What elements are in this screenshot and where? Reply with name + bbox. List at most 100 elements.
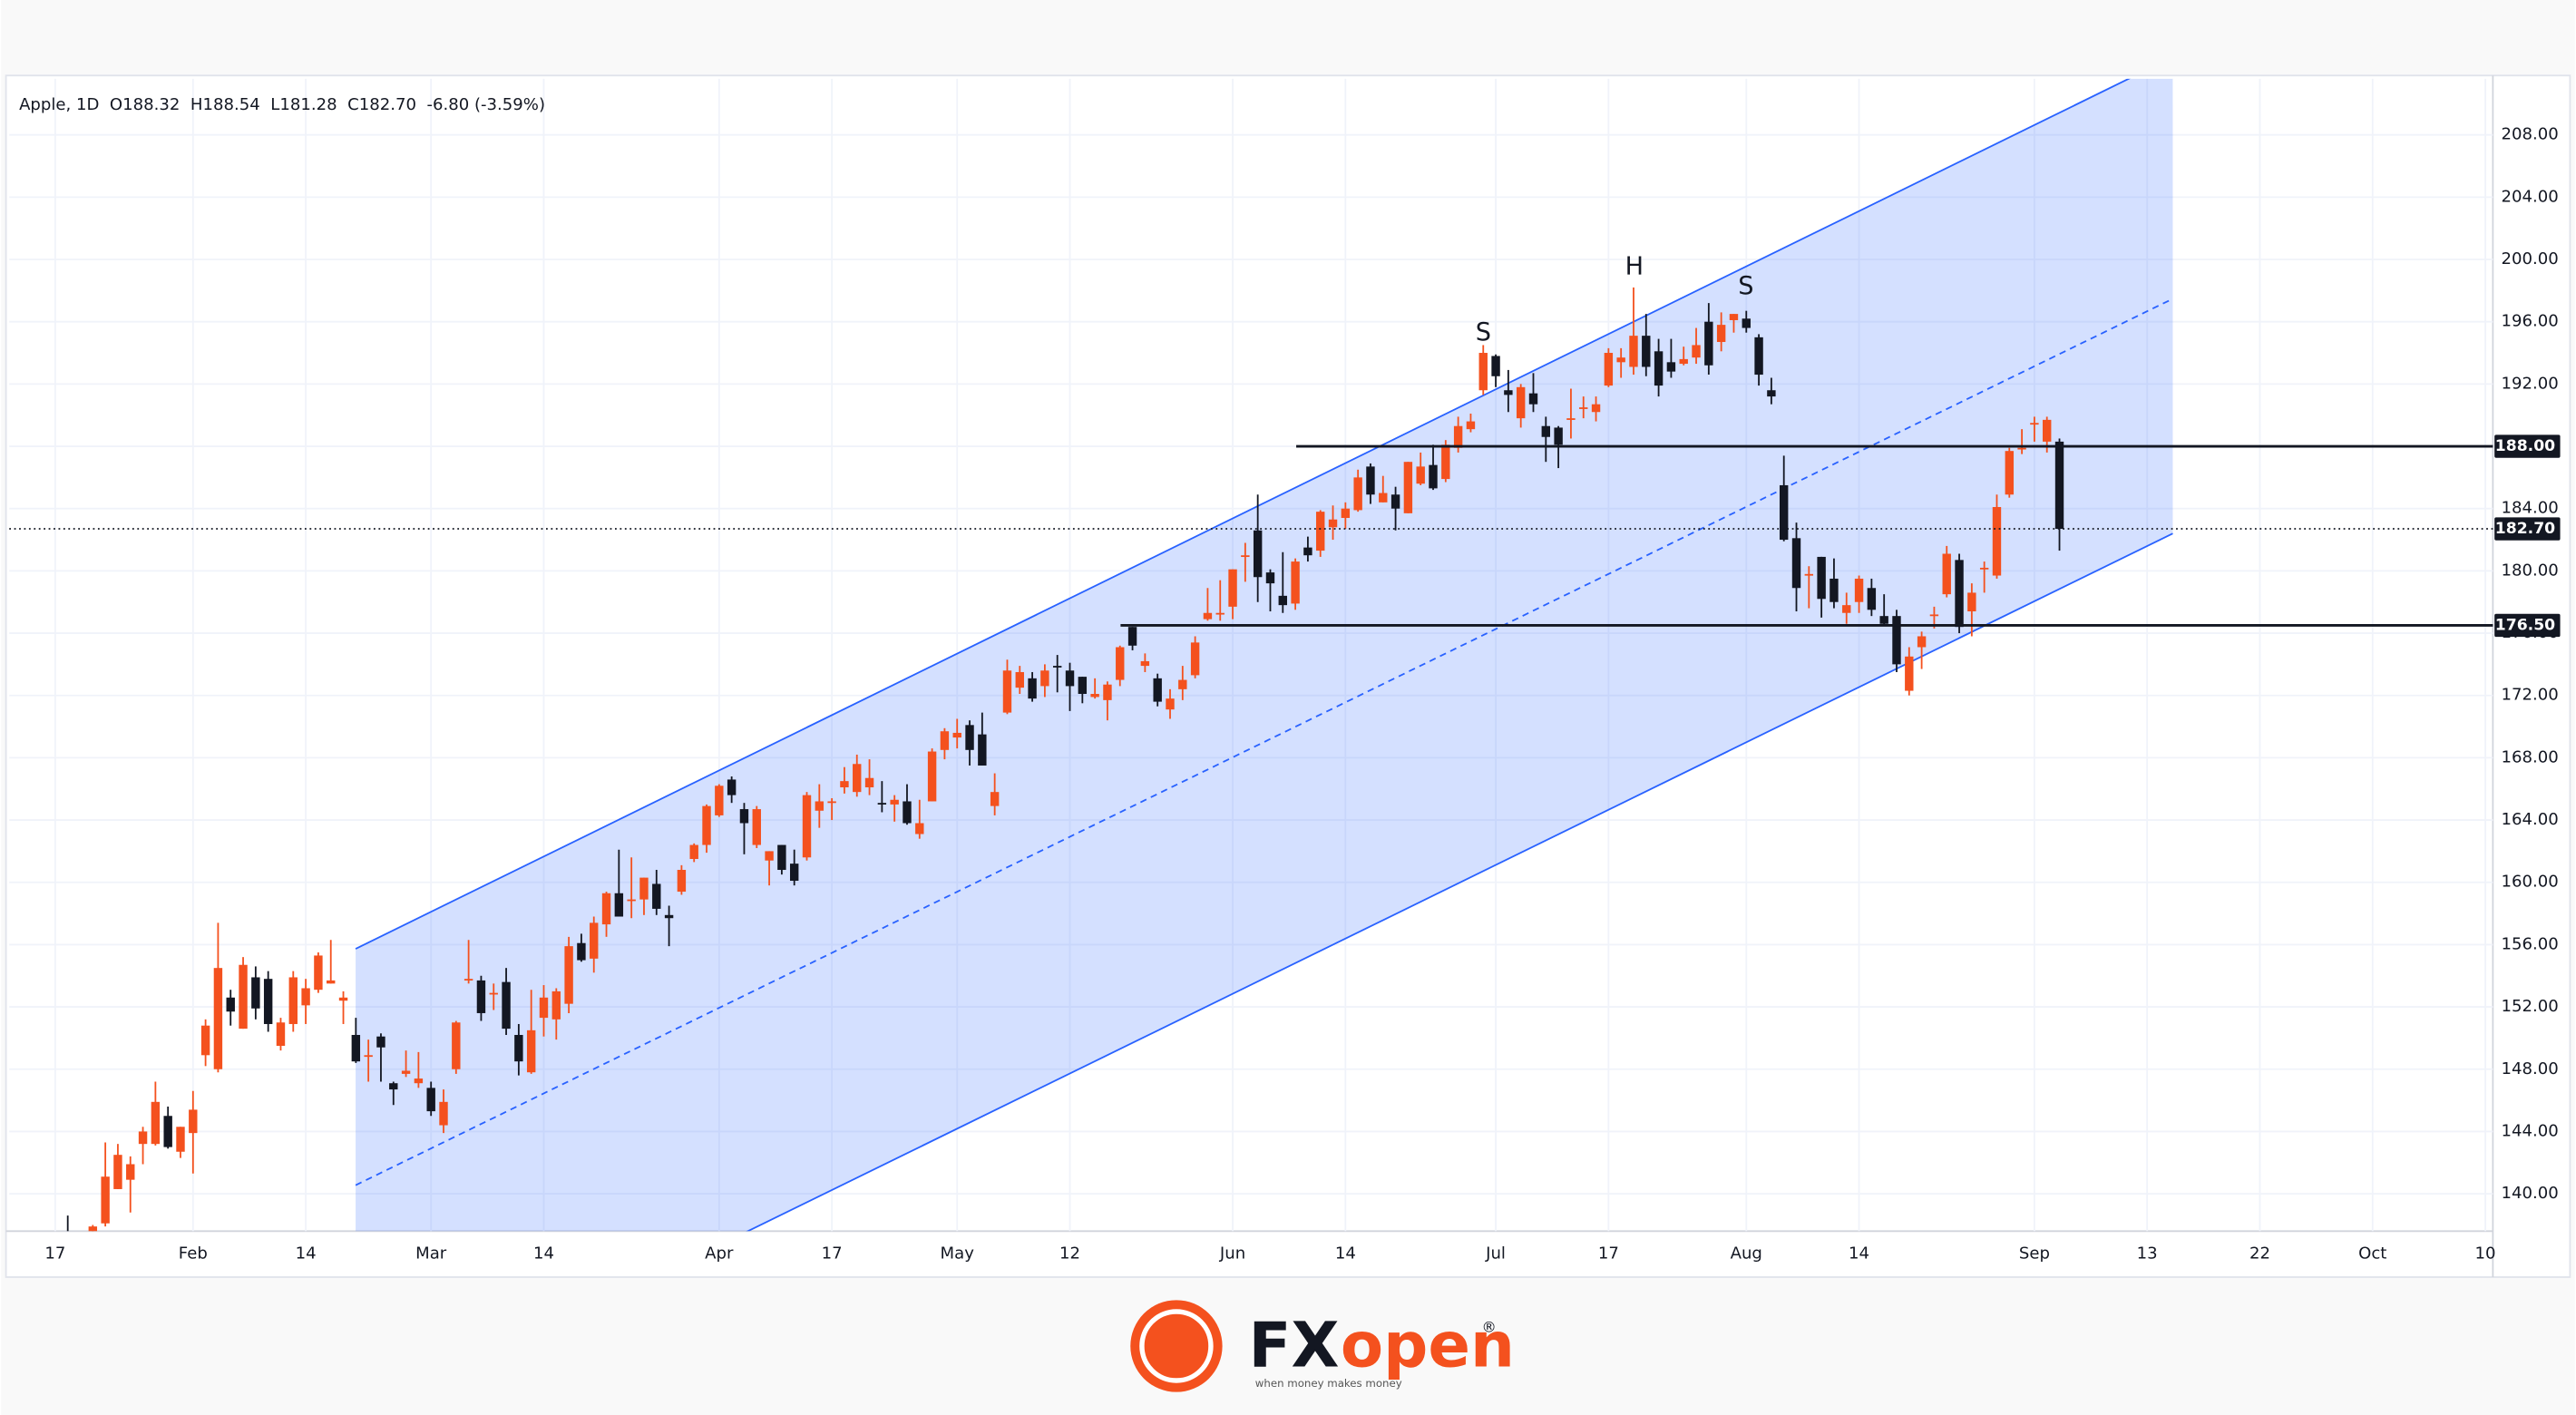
- candle-body: [1090, 694, 1099, 698]
- candle-body: [1379, 493, 1388, 503]
- candle-body: [1466, 421, 1476, 430]
- candle-body: [301, 988, 310, 1006]
- candle-body: [1215, 612, 1225, 615]
- candle-body: [2017, 447, 2026, 450]
- candle-body: [1228, 569, 1237, 607]
- x-tick-label: 14: [533, 1244, 554, 1264]
- x-tick-label: 14: [1335, 1244, 1356, 1264]
- candle-body: [1291, 561, 1300, 604]
- candle-body: [702, 805, 711, 845]
- candle-body: [376, 1036, 385, 1048]
- channel-lower: [746, 532, 2173, 1232]
- candle-body: [903, 801, 912, 824]
- candle-body: [590, 922, 599, 959]
- candle-body: [689, 844, 698, 859]
- candle-body: [864, 777, 874, 788]
- candle-body: [677, 870, 687, 893]
- candle-body: [715, 786, 724, 815]
- candle-body: [463, 979, 473, 981]
- candle-body: [364, 1055, 373, 1058]
- level-label-box: [2494, 434, 2561, 458]
- candle-body: [1879, 616, 1888, 624]
- x-tick-label: 10: [2475, 1244, 2496, 1264]
- candle-body: [1303, 547, 1312, 556]
- candle-body: [314, 955, 323, 990]
- y-tick-label: 180.00: [2501, 561, 2558, 580]
- candle-body: [1078, 677, 1088, 695]
- candle-body: [1955, 560, 1964, 628]
- x-tick-label: Aug: [1731, 1244, 1762, 1264]
- candle-body: [276, 1022, 286, 1047]
- y-tick-label: 140.00: [2501, 1184, 2558, 1203]
- candle-body: [1791, 538, 1801, 589]
- y-tick-label: 200.00: [2501, 249, 2558, 268]
- candle-body: [452, 1022, 461, 1069]
- candle-body: [1554, 427, 1563, 445]
- candle-body: [1867, 588, 1877, 610]
- channel-fill: [356, 78, 2173, 1232]
- candle-body: [401, 1070, 411, 1074]
- candle-body: [1917, 636, 1927, 648]
- candle-body: [1804, 573, 1814, 576]
- candle-body: [1642, 336, 1651, 367]
- candle-body: [1629, 336, 1638, 367]
- x-tick-label: Sep: [2019, 1244, 2050, 1264]
- candle-body: [564, 946, 573, 1004]
- candle-body: [1516, 386, 1526, 419]
- candle-body: [601, 893, 611, 925]
- candle-body: [1767, 390, 1776, 397]
- candle-body: [1830, 578, 1839, 602]
- candle-body: [1441, 444, 1450, 480]
- candle-body: [1416, 466, 1425, 484]
- candles: [66, 287, 2064, 1232]
- y-tick-label: 164.00: [2501, 810, 2558, 829]
- candle-body: [990, 792, 1000, 806]
- candle-body: [1478, 353, 1488, 391]
- x-tick-label: 14: [1849, 1244, 1869, 1264]
- candle-body: [1905, 656, 1914, 691]
- candle-body: [840, 781, 849, 788]
- candle-body: [1316, 512, 1325, 551]
- x-tick-label: 13: [2137, 1244, 2158, 1264]
- candle-body: [1979, 567, 1989, 570]
- grid: [9, 78, 2493, 1232]
- candle-body: [327, 980, 336, 984]
- candle-body: [1278, 595, 1287, 606]
- y-tick-label: 172.00: [2501, 686, 2558, 705]
- brand-tagline: when money makes money: [1255, 1377, 1402, 1390]
- candle-body: [489, 992, 498, 995]
- level-label: 176.50: [2495, 616, 2555, 634]
- candle-body: [1166, 698, 1175, 710]
- candle-body: [853, 764, 862, 793]
- logo: FX open ® when money makes money: [1130, 1300, 1515, 1392]
- channel: [355, 78, 2173, 1232]
- candle-body: [1679, 358, 1688, 365]
- x-tick-label: Jun: [1219, 1244, 1245, 1264]
- candle-body: [1002, 670, 1012, 713]
- y-tick-label: 192.00: [2501, 374, 2558, 393]
- brand-open: open: [1341, 1310, 1515, 1382]
- candle-body: [752, 809, 761, 845]
- candle-body: [1341, 508, 1351, 519]
- x-tick-label: 17: [44, 1244, 65, 1264]
- candle-body: [890, 799, 899, 805]
- candle-body: [1992, 506, 2002, 576]
- x-tick-label: 14: [296, 1244, 317, 1264]
- level-label-box: [2494, 613, 2561, 638]
- candle-body: [652, 883, 661, 909]
- candle-body: [88, 1226, 98, 1232]
- candle-body: [389, 1083, 398, 1090]
- candle-body: [151, 1101, 161, 1145]
- candle-body: [1328, 519, 1338, 528]
- y-tick-label: 184.00: [2501, 499, 2558, 518]
- x-tick-label: May: [941, 1244, 975, 1264]
- candle-body: [1704, 321, 1713, 366]
- candle-body: [1528, 393, 1538, 405]
- candle-body: [827, 801, 836, 804]
- y-tick-label: 148.00: [2501, 1059, 2558, 1078]
- brand-mark: ®: [1482, 1319, 1497, 1336]
- x-tick-label: Oct: [2358, 1244, 2386, 1264]
- candle-body: [1817, 556, 1826, 600]
- x-tick-label: Apr: [705, 1244, 734, 1264]
- candle-body: [1892, 616, 1901, 665]
